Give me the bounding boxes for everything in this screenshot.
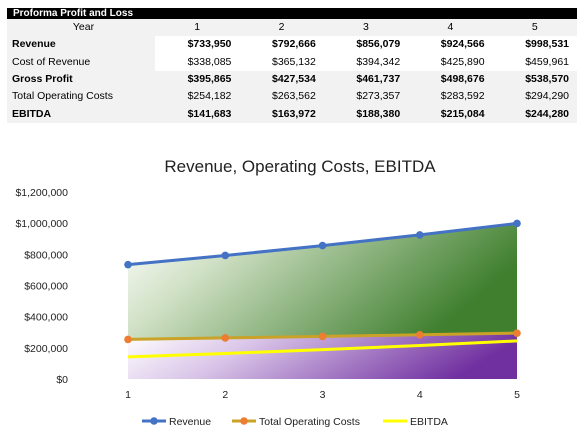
table-cell: $283,592 — [408, 88, 493, 106]
table-row: Revenue $733,950 $792,666 $856,079 $924,566 $… — [7, 36, 577, 54]
legend-label: Total Operating Costs — [259, 416, 360, 428]
row-label: EBITDA — [7, 105, 155, 123]
year-header: Year — [7, 19, 155, 37]
row-label: Revenue — [7, 36, 155, 54]
series-line-ebitda — [127, 339, 518, 359]
y-axis: $0 $200,000 $400,000 $600,000 $800,000 $1,000… — [15, 187, 68, 386]
year-column-header: 4 — [408, 19, 493, 37]
revenue-area — [128, 223, 517, 340]
row-label: Gross Profit — [7, 70, 155, 89]
table-cell: $141,683 — [155, 105, 240, 123]
table-cell: $163,972 — [239, 105, 324, 123]
table-row: Total Operating Costs $254,182 $263,562 $27… — [7, 88, 577, 106]
table-cell: $215,084 — [408, 105, 493, 123]
data-point — [415, 231, 424, 239]
table-cell: $427,534 — [239, 70, 324, 89]
table-cell: $459,961 — [525, 55, 569, 68]
chart-series — [124, 219, 521, 359]
table-cell: $338,085 — [187, 55, 232, 68]
table-cell: $461,737 — [323, 70, 409, 89]
legend-marker — [240, 417, 248, 425]
data-point — [124, 335, 132, 344]
table-cell: $498,676 — [408, 70, 493, 89]
x-tick-label: 1 — [125, 389, 131, 401]
table-cell: $294,290 — [492, 88, 577, 106]
legend-label: Revenue — [169, 416, 211, 428]
year-column-header: 1 — [155, 19, 240, 37]
table-cell: $998,531 — [525, 38, 569, 51]
data-point — [318, 241, 327, 250]
y-tick-label: $1,000,000 — [15, 218, 68, 230]
data-point — [318, 332, 327, 341]
chart-legend: Revenue Total Operating Costs EBITDA — [142, 416, 448, 428]
table-cell: $733,950 — [187, 38, 232, 51]
x-tick-label: 4 — [417, 389, 423, 401]
table-cell: $263,562 — [239, 88, 324, 106]
x-tick-label: 2 — [222, 389, 228, 401]
table-cell: $792,666 — [271, 38, 316, 51]
table-cell: $856,079 — [356, 38, 401, 51]
x-tick-label: 3 — [320, 389, 326, 401]
chart-title: Revenue, Operating Costs, EBITDA — [164, 157, 436, 176]
table-header-row: Year 1 2 3 4 5 — [7, 19, 577, 37]
year-column-header: 2 — [239, 19, 324, 37]
row-label: Cost of Revenue — [7, 53, 155, 71]
y-tick-label: $600,000 — [24, 281, 68, 293]
year-column-header: 3 — [323, 19, 409, 37]
data-point — [221, 251, 230, 260]
x-axis: 1 2 3 4 5 — [125, 389, 520, 401]
year-column-header: 5 — [492, 19, 577, 37]
profit-loss-table: Proforma Profit and Loss Year 1 2 3 4 5 Revenu… — [7, 8, 577, 123]
x-tick-label: 5 — [514, 389, 520, 401]
legend-marker — [150, 417, 158, 425]
table-row: Gross Profit $395,865 $427,534 $461,737 $498… — [7, 70, 577, 89]
table-row: EBITDA $141,683 $163,972 $188,380 $215,084 $2… — [7, 105, 577, 123]
data-point — [513, 329, 521, 337]
table-row: Cost of Revenue $338,085 $365,132 $394,342 $… — [7, 53, 577, 71]
y-tick-label: $200,000 — [24, 343, 68, 355]
table-cell: $188,380 — [323, 105, 409, 123]
table-title: Proforma Profit and Loss — [7, 8, 577, 19]
table-cell: $365,132 — [271, 55, 316, 68]
row-label: Total Operating Costs — [7, 88, 155, 106]
table-cell: $924,566 — [440, 38, 485, 51]
data-point — [415, 331, 424, 339]
y-tick-label: $800,000 — [24, 249, 68, 261]
table-cell: $394,342 — [356, 55, 401, 68]
y-tick-label: $0 — [56, 374, 68, 386]
table-cell: $538,570 — [492, 70, 577, 89]
table-cell: $254,182 — [155, 88, 240, 106]
data-point — [124, 260, 132, 269]
table-cell: $425,890 — [440, 55, 485, 68]
data-point — [221, 334, 230, 342]
table-cell: $244,280 — [492, 105, 577, 123]
table-cell: $395,865 — [155, 70, 240, 89]
y-tick-label: $400,000 — [24, 312, 68, 324]
table-cell: $273,357 — [323, 88, 409, 106]
data-point — [513, 219, 521, 228]
legend-label: EBITDA — [410, 416, 448, 428]
y-tick-label: $1,200,000 — [15, 187, 68, 199]
